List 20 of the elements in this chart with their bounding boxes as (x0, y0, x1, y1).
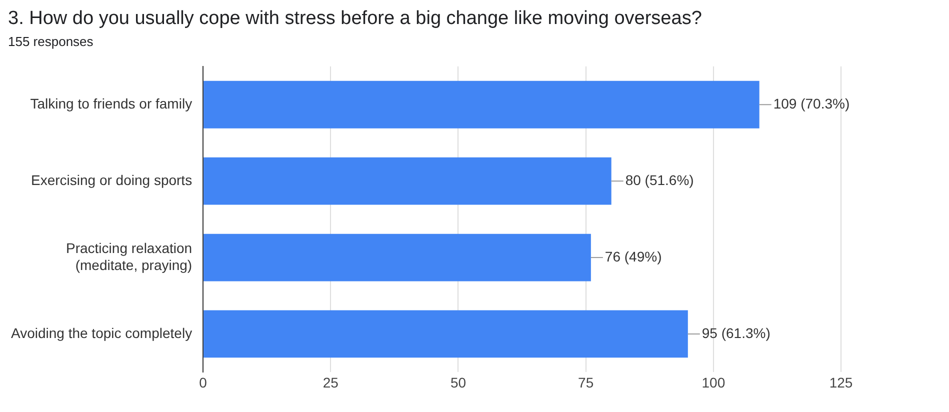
x-tick-label: 25 (322, 374, 339, 390)
text: 155 responses (8, 34, 94, 49)
bar (204, 80, 760, 128)
data-label: 80 (51.6%) (625, 172, 694, 188)
chart-title: 3. How do you usually cope with stress before a big change like moving overseas? (8, 8, 703, 30)
data-label: 76 (49%) (604, 248, 662, 264)
x-tick-label: 125 (829, 374, 853, 390)
y-tick-label: Talking to friends or family (30, 95, 192, 112)
y-tick-label: Practicing relaxation (meditate, praying) (66, 240, 192, 273)
x-tick-label: 50 (450, 374, 466, 390)
bar (204, 157, 612, 205)
y-tick-label: Exercising or doing sports (30, 172, 192, 188)
x-tick-label: 75 (578, 374, 594, 390)
data-label: 109 (70.3%) (773, 95, 850, 112)
x-tick-label: 100 (702, 374, 726, 390)
bar (204, 310, 688, 358)
bar (204, 234, 591, 282)
y-tick-label: Avoiding the topic completely (10, 324, 192, 341)
x-tick-label: 0 (199, 374, 208, 390)
data-label: 95 (61.3%) (702, 324, 770, 341)
